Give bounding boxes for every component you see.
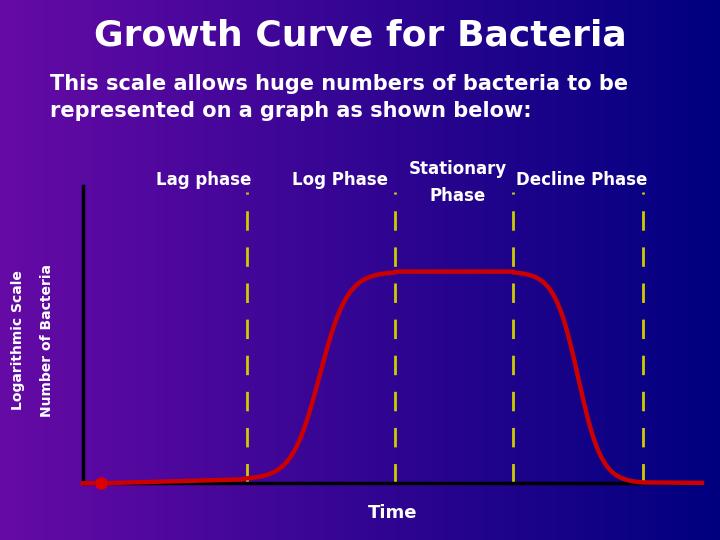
Text: represented on a graph as shown below:: represented on a graph as shown below: (50, 100, 532, 121)
Text: Lag phase: Lag phase (156, 171, 251, 189)
Text: This scale allows huge numbers of bacteria to be: This scale allows huge numbers of bacter… (50, 73, 629, 94)
Text: Time: Time (368, 504, 417, 522)
Text: Stationary: Stationary (408, 160, 507, 178)
Text: Growth Curve for Bacteria: Growth Curve for Bacteria (94, 18, 626, 52)
Text: Phase: Phase (429, 187, 485, 205)
Text: Decline Phase: Decline Phase (516, 171, 647, 189)
Text: Number of Bacteria: Number of Bacteria (40, 264, 54, 417)
Text: Logarithmic Scale: Logarithmic Scale (11, 270, 25, 410)
Text: Log Phase: Log Phase (292, 171, 388, 189)
